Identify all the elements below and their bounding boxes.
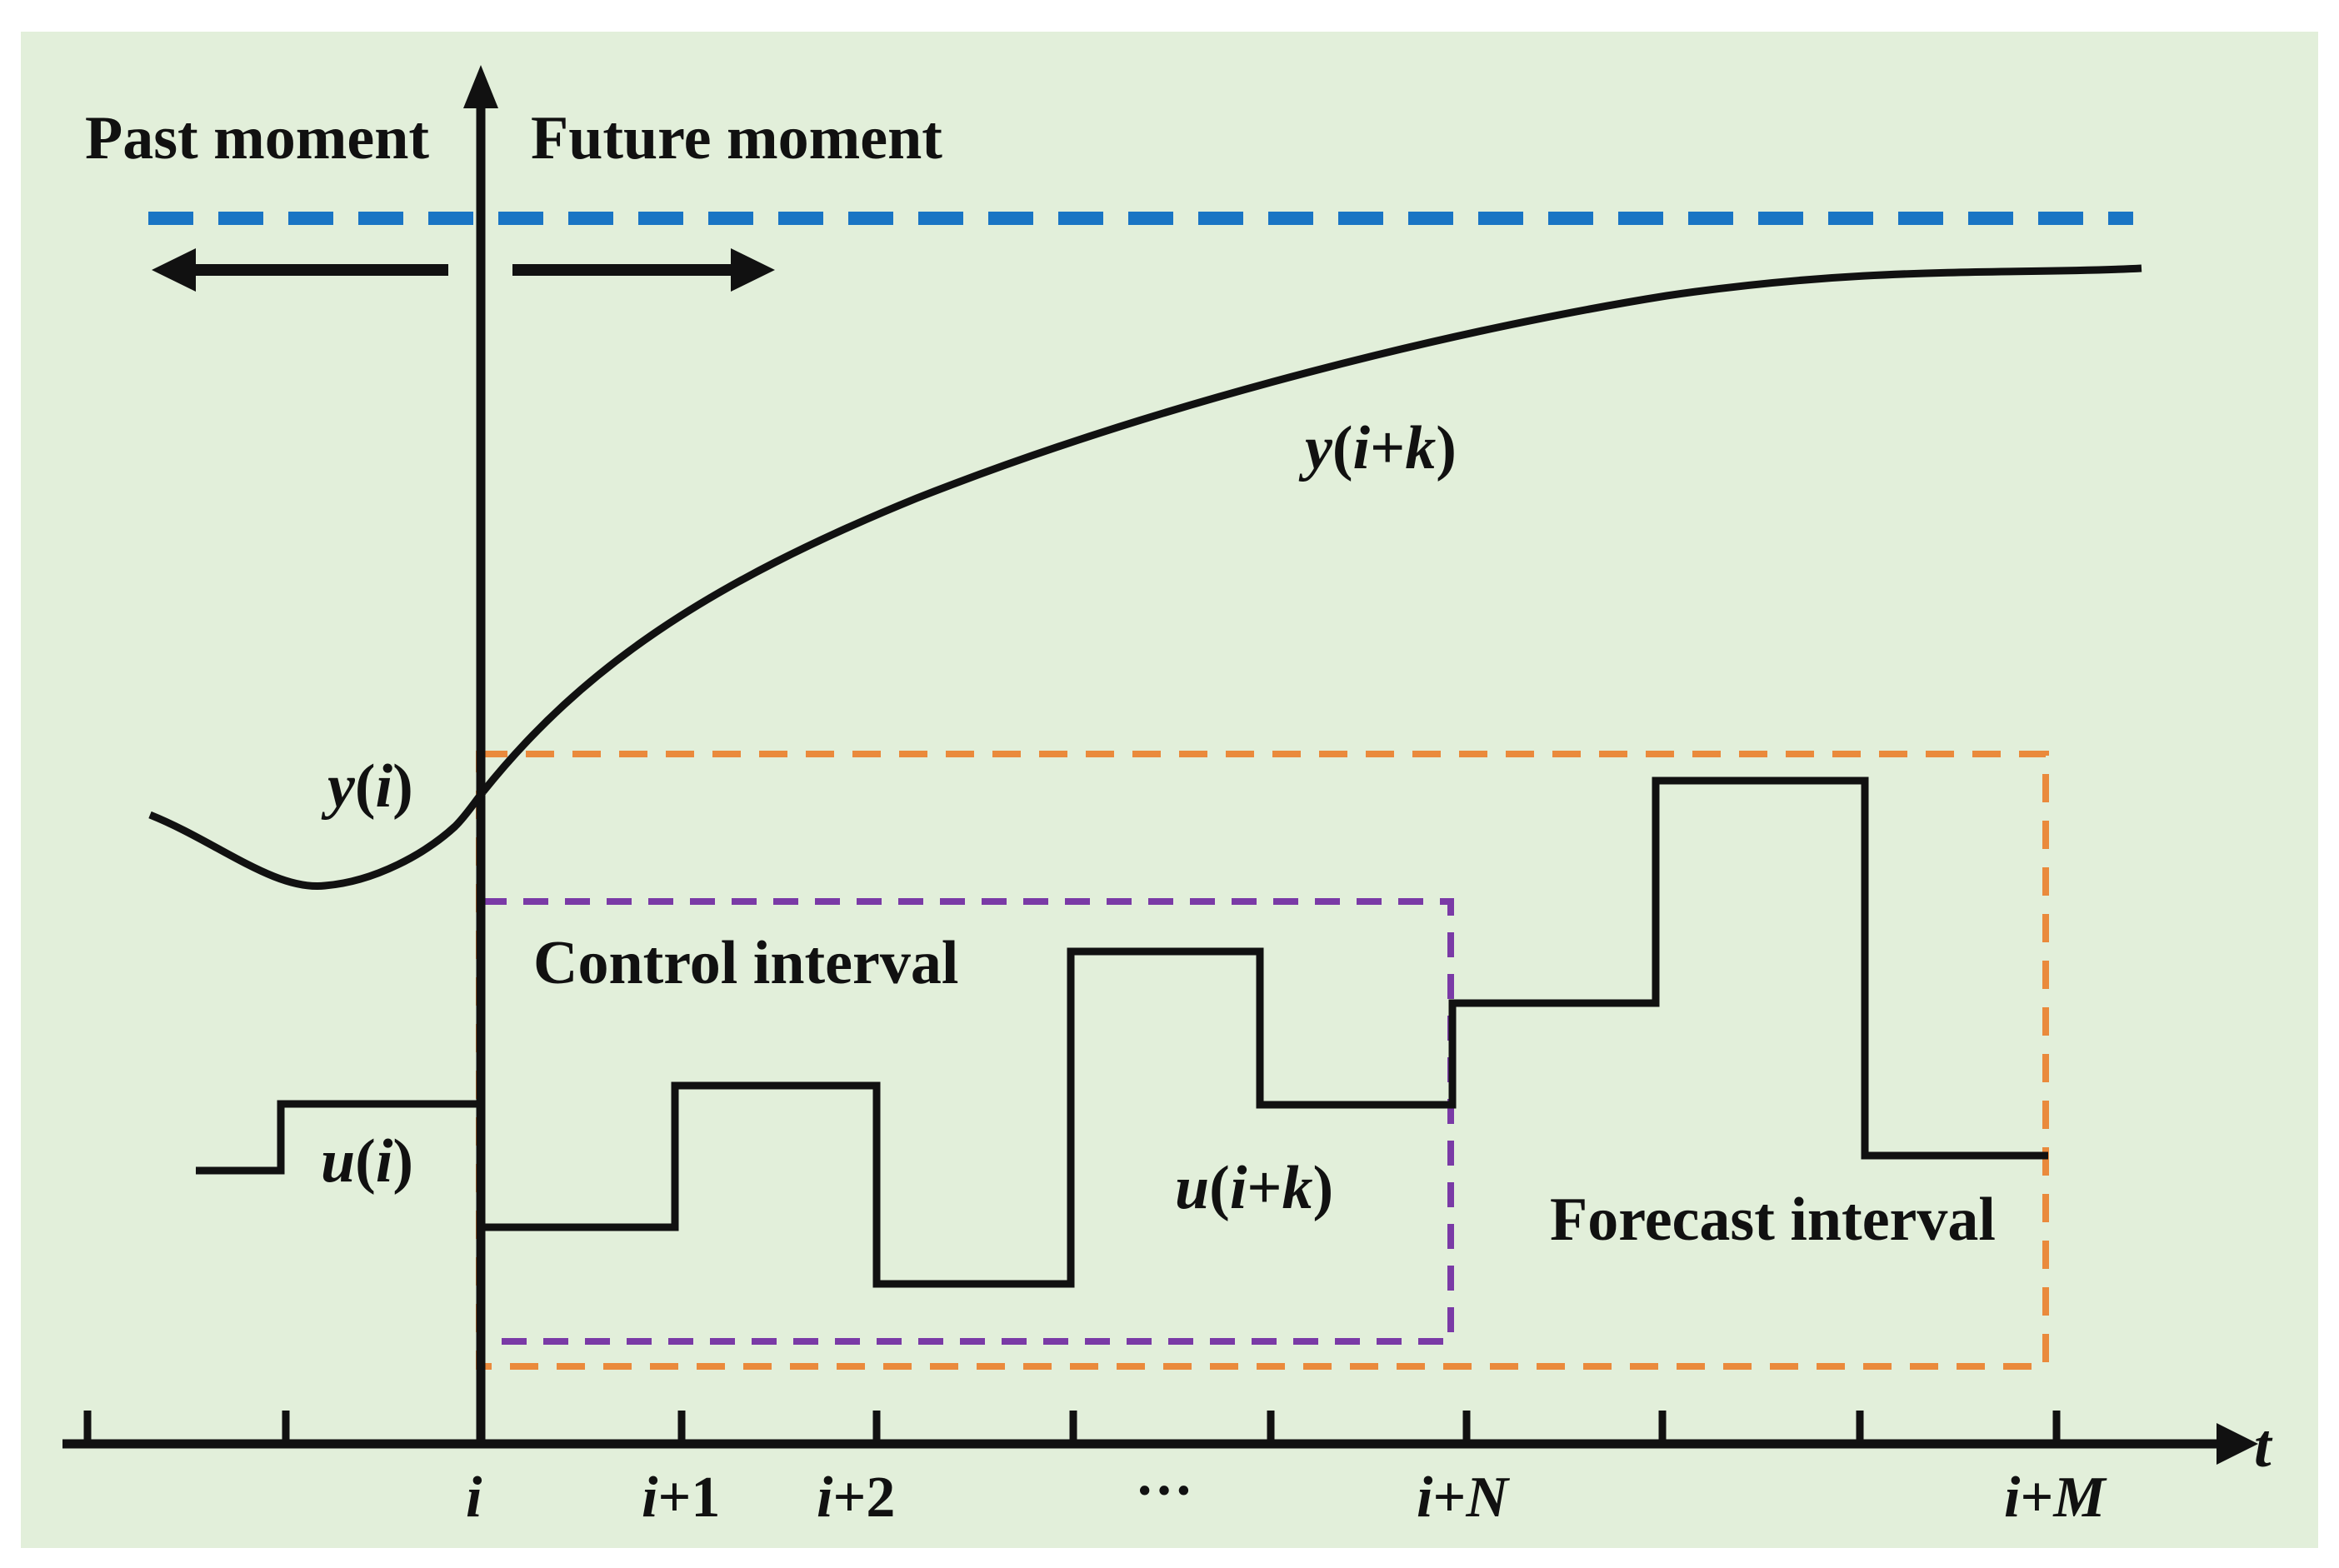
future-arrowhead — [731, 248, 775, 292]
output-curve-past — [148, 789, 487, 891]
diagram-background — [21, 32, 2318, 1548]
forecast-interval-label: Forecast interval — [1550, 1186, 1996, 1254]
tick-label-i: i — [466, 1466, 482, 1530]
input-future-label: u(i+k) — [1175, 1154, 1333, 1222]
tick-label-i-plus-1: i+1 — [642, 1466, 720, 1530]
output-predicted-label: y(i+k) — [1298, 414, 1457, 482]
output-current-label: y(i) — [321, 752, 413, 821]
past-arrowhead — [152, 248, 196, 292]
control-input-future — [477, 777, 2048, 1288]
tick-label-i-plus-n: i+N — [1417, 1466, 1510, 1530]
forecast-interval-box — [476, 751, 2049, 1370]
time-axis-label: t — [2254, 1412, 2273, 1481]
time-axis-arrowhead — [2217, 1423, 2258, 1465]
tick-label-i-plus-2: i+2 — [817, 1466, 895, 1530]
past-moment-label: Past moment — [85, 104, 429, 172]
tick-label-i-plus-m: i+M — [2004, 1466, 2107, 1530]
control-input-past — [196, 1100, 481, 1175]
control-interval-label: Control interval — [533, 929, 958, 997]
tick-label-ellipsis: ··· — [1135, 1459, 1193, 1523]
input-current-label: u(i) — [321, 1127, 413, 1196]
future-moment-label: Future moment — [531, 104, 942, 172]
output-curve-future — [480, 264, 2142, 794]
axis-ticks — [83, 1411, 2061, 1444]
current-moment-arrowhead — [463, 65, 498, 108]
